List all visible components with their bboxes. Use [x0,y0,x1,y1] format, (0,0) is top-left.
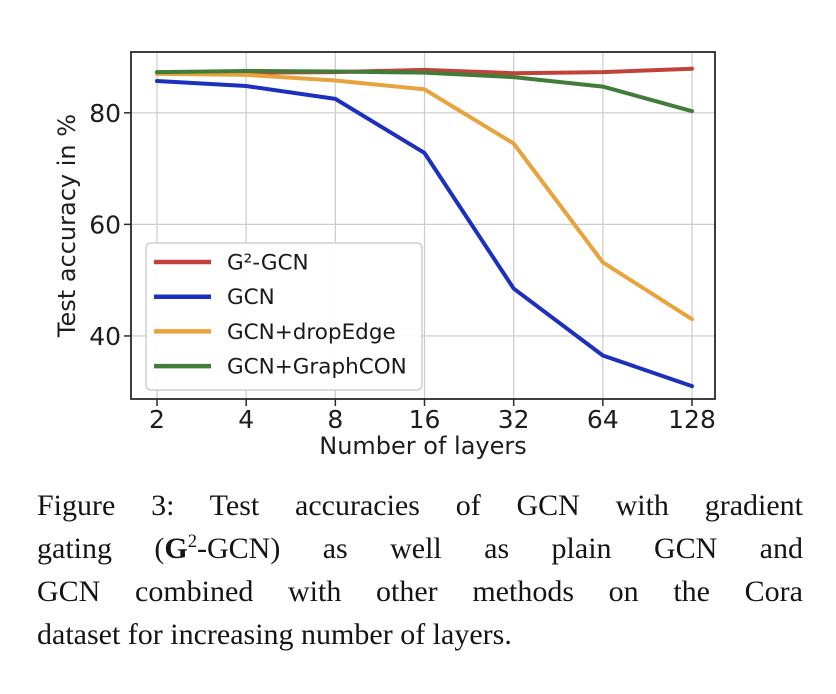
caption-line2-post: -GCN) as well as plain GCN and [197,532,803,565]
x-axis-label: Number of layers [319,432,527,460]
series-line-gcn [155,79,694,389]
figure-caption: Figure 3: Test accuracies of GCN with gr… [37,484,803,656]
x-tick-label: 2 [149,405,165,434]
chart-svg: 2 4 8 16 32 64 128 40 60 80 Number of layers Test a… [53,51,716,460]
caption-line-1: Figure 3: Test accuracies of GCN with gr… [37,489,803,522]
legend-label-gcn-graphcon: GCN+GraphCON [227,355,407,380]
legend-label-g-gcn: G²-GCN [227,251,309,276]
x-tick-label: 64 [587,405,619,434]
legend-label-gcn-dropedge: GCN+dropEdge [227,320,396,345]
x-tick-label: 16 [409,405,441,434]
y-tick-label: 60 [89,210,121,239]
series-line-gcn-dropedge [155,71,694,322]
legend-label-gcn: GCN [227,285,275,310]
x-tick-label: 4 [238,405,254,434]
caption-line-4: dataset for increasing number of layers. [37,618,512,651]
x-tick-label: 128 [668,405,716,434]
legend-box [145,242,423,391]
y-axis-label: Test accuracy in % [53,114,81,338]
accuracy-line-chart: 2 4 8 16 32 64 128 40 60 80 Number of layers Test a… [53,51,716,460]
y-tick-label: 40 [89,322,121,351]
caption-line-3: GCN combined with other methods on the C… [37,575,803,608]
y-tick-label: 80 [89,99,121,128]
caption-line2-pre: gating ( [37,532,165,565]
x-tick-label: 32 [498,405,530,434]
caption-superscript-2: 2 [187,531,198,552]
x-tick-label: 8 [327,405,343,434]
caption-bold-g: G [164,532,188,565]
caption-line-2: gating (G2-GCN) as well as plain GCN and [37,527,803,570]
series-line-gcn-graphcon [155,68,694,114]
plot-border [130,51,716,400]
